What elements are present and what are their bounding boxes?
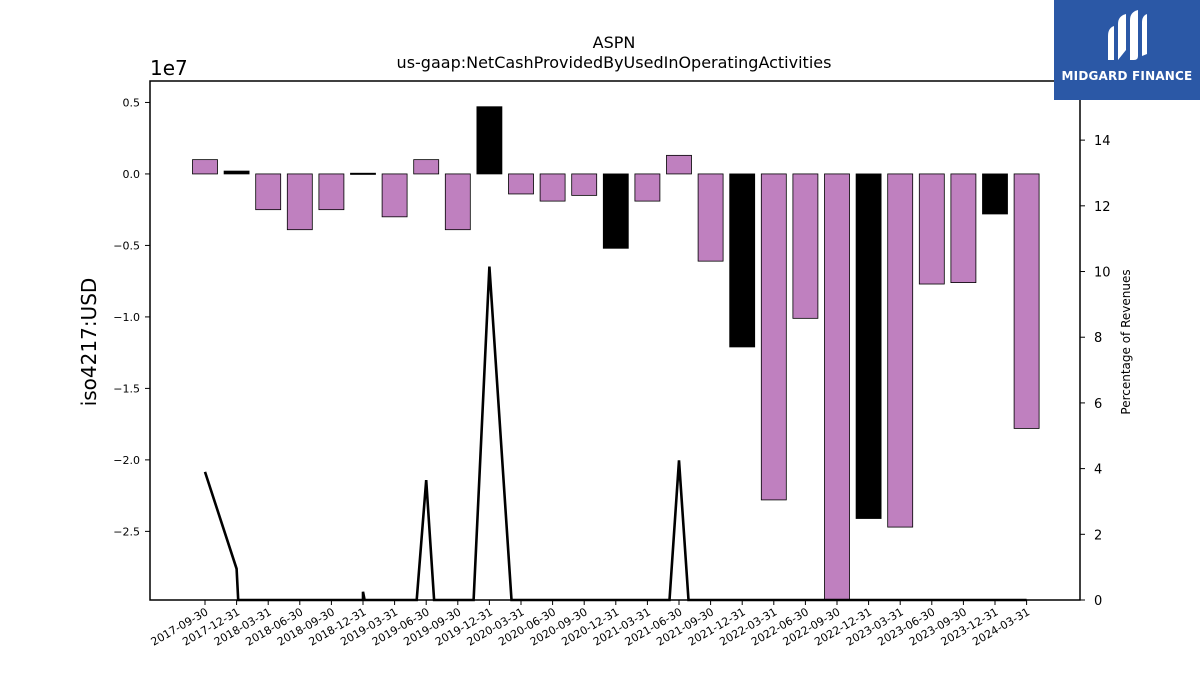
bar: [350, 172, 376, 175]
logo-mark-icon: [1108, 10, 1147, 60]
bar: [855, 173, 882, 519]
y-tick-label: −1.5: [113, 382, 140, 395]
bar: [666, 154, 692, 175]
bar: [255, 173, 282, 211]
bar: [192, 159, 218, 175]
bar: [824, 173, 850, 601]
y-offset-label: 1e7: [150, 56, 188, 80]
bar: [539, 173, 566, 202]
bar: [729, 173, 756, 348]
bar: [950, 173, 977, 283]
bar: [918, 173, 945, 285]
axes-group: 0.50.0−0.5−1.0−1.5−2.0−2.502468101214201…: [113, 80, 1111, 649]
bar: [223, 170, 250, 175]
y-tick-label: −0.5: [113, 239, 140, 252]
bar: [887, 173, 914, 528]
y-tick-label: 0.5: [123, 96, 141, 109]
y2-tick-label: 14: [1094, 134, 1111, 149]
y-axis-label: iso4217:USD: [77, 278, 101, 407]
bar: [476, 106, 503, 175]
bar: [318, 173, 345, 211]
chart-title: ASPN: [593, 33, 636, 52]
y2-tick-label: 6: [1094, 397, 1102, 412]
y-tick-label: 0.0: [123, 168, 141, 181]
y2-tick-label: 12: [1094, 200, 1111, 215]
y-tick-label: −2.5: [113, 525, 140, 538]
bar: [602, 173, 629, 249]
plot-frame: [149, 80, 1081, 601]
y-tick-label: −1.0: [113, 311, 140, 324]
bar: [286, 173, 313, 231]
y-tick-label: −2.0: [113, 454, 140, 467]
chart-subtitle: us-gaap:NetCashProvidedByUsedInOperating…: [397, 53, 832, 72]
brand-name: MIDGARD FINANCE: [1061, 69, 1193, 83]
bar: [982, 173, 1008, 215]
bar: [413, 159, 440, 175]
bar: [508, 173, 534, 195]
bar: [697, 173, 724, 262]
bar: [381, 173, 408, 218]
bar: [1013, 173, 1040, 429]
bar: [792, 173, 819, 319]
y2-tick-label: 2: [1094, 528, 1102, 543]
bar: [760, 173, 787, 501]
y2-tick-label: 0: [1094, 594, 1102, 609]
y2-tick-label: 8: [1094, 331, 1102, 346]
bar: [444, 173, 471, 231]
y2-tick-label: 10: [1094, 266, 1111, 281]
bar: [634, 173, 661, 202]
brand-logo: MIDGARD FINANCE: [1054, 0, 1200, 100]
y2-axis-label: Percentage of Revenues: [1119, 269, 1133, 414]
bar: [571, 173, 598, 196]
bars-group: [192, 106, 1040, 601]
y2-tick-label: 4: [1094, 463, 1102, 478]
